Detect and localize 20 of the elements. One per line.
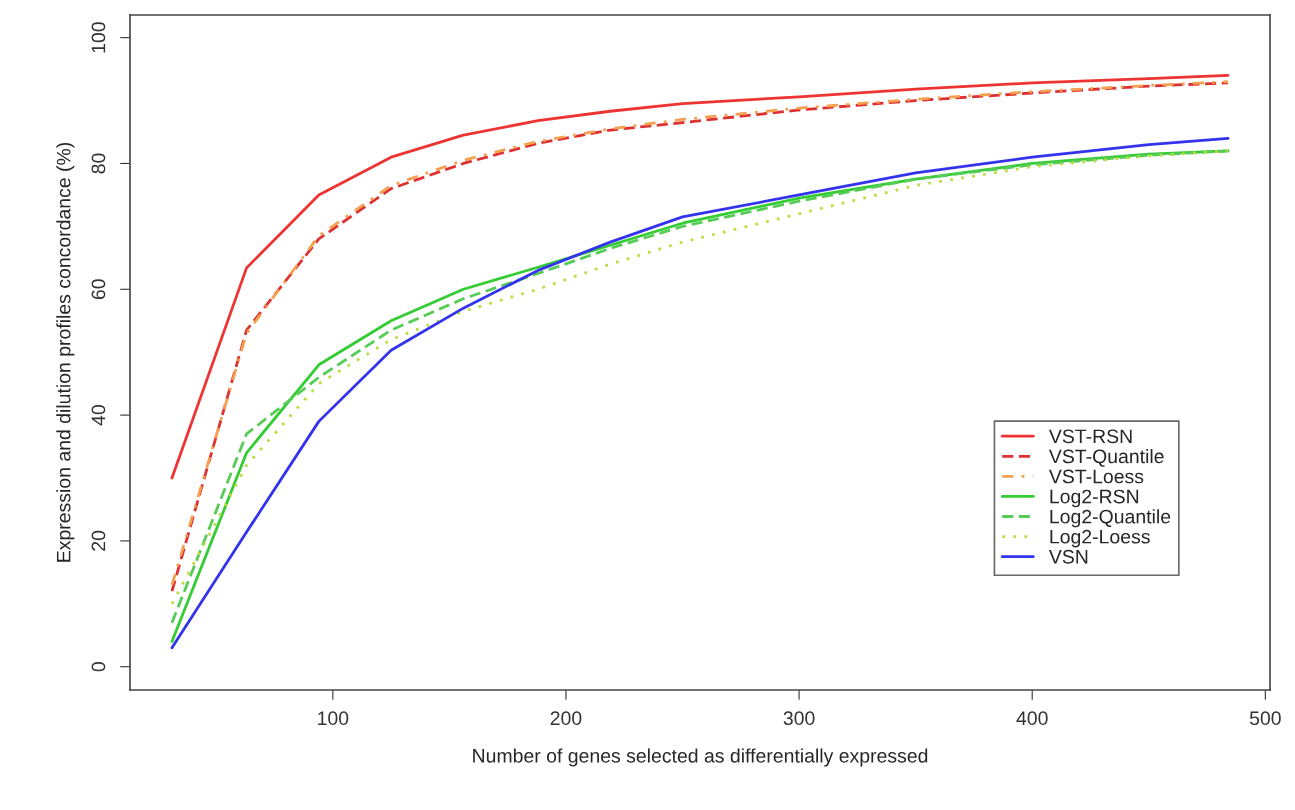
x-tick-label: 300 bbox=[783, 711, 815, 726]
x-axis-title: Number of genes selected as differentially expressed bbox=[473, 748, 928, 767]
x-tick-label: 200 bbox=[550, 711, 582, 726]
legend-label: Log2-Quantile bbox=[1050, 509, 1171, 528]
y-axis-title: Expression and dilution profiles concordance (%) bbox=[56, 142, 75, 562]
y-tick-label: 100 bbox=[91, 22, 106, 53]
legend-label: Log2-RSN bbox=[1050, 489, 1139, 508]
y-tick-label: 0 bbox=[91, 662, 106, 672]
legend-label: Log2-Loess bbox=[1050, 529, 1150, 548]
y-tick-label: 60 bbox=[91, 279, 106, 300]
legend-label: VST-Quantile bbox=[1048, 448, 1164, 467]
y-tick-label: 40 bbox=[91, 405, 106, 426]
y-tick-label: 80 bbox=[91, 153, 106, 174]
x-tick-label: 500 bbox=[1249, 711, 1281, 726]
legend-label: VSN bbox=[1048, 549, 1088, 564]
legend-label: VST-Loess bbox=[1048, 469, 1144, 484]
x-tick-label: 100 bbox=[318, 711, 349, 726]
legend-label: VST-RSN bbox=[1048, 429, 1132, 444]
y-tick-label: 20 bbox=[91, 530, 106, 551]
x-tick-label: 400 bbox=[1016, 711, 1048, 726]
